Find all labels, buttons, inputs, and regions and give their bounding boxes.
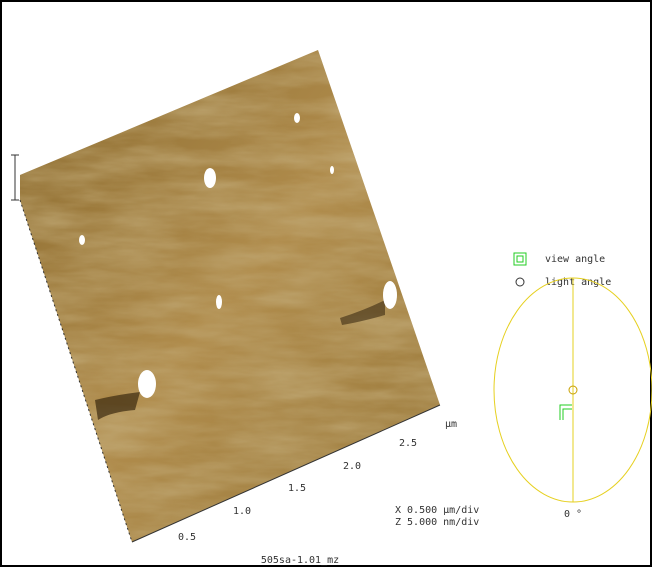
- particle: [79, 235, 85, 245]
- x-tick-label: 1.5: [288, 483, 306, 494]
- x-tick-label: 1.0: [233, 506, 251, 517]
- x-tick-label: 2.0: [343, 461, 361, 472]
- particle: [294, 113, 300, 123]
- scale-x: X 0.500 µm/div: [395, 505, 479, 516]
- scale-z: Z 5.000 nm/div: [395, 517, 479, 528]
- particle: [138, 370, 156, 398]
- x-tick-label: 2.5: [399, 438, 417, 449]
- particle: [383, 281, 397, 309]
- legend-view: view angle: [545, 254, 605, 265]
- angle-label: 0 °: [564, 509, 582, 520]
- particle: [330, 166, 334, 174]
- afm-view: 0.5 1.0 1.5 2.0 2.5 µm view angle light …: [0, 0, 652, 567]
- filename: 505sa-1.01_mz: [261, 555, 339, 566]
- particle: [204, 168, 216, 188]
- particle: [216, 295, 222, 309]
- x-unit: µm: [445, 419, 457, 430]
- page: 0.5 1.0 1.5 2.0 2.5 µm view angle light …: [0, 0, 652, 567]
- x-tick-label: 0.5: [178, 532, 196, 543]
